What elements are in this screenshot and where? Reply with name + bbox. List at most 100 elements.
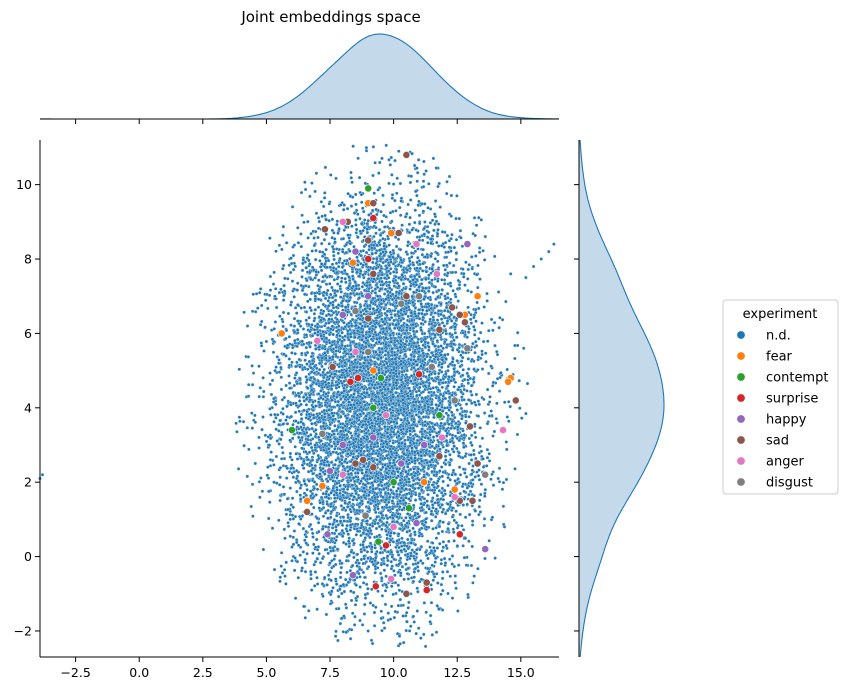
scatter-point-nd (416, 626, 421, 630)
scatter-point-nd (389, 584, 394, 589)
scatter-point-nd (492, 429, 497, 434)
scatter-point-nd (288, 455, 293, 459)
scatter-point-nd (466, 592, 470, 597)
scatter-point-nd (284, 476, 289, 480)
scatter-point-nd (469, 563, 474, 568)
scatter-point-nd (340, 276, 344, 280)
scatter-point-nd (458, 228, 463, 233)
scatter-point-nd (338, 621, 343, 626)
scatter-point-nd (273, 287, 278, 291)
scatter-point-nd (455, 408, 460, 412)
scatter-point-nd (358, 618, 362, 623)
scatter-point-nd (299, 402, 303, 407)
scatter-point-nd (402, 577, 406, 582)
scatter-point-nd (428, 355, 433, 360)
scatter-point-nd (334, 491, 339, 495)
scatter-point-nd (446, 591, 450, 596)
scatter-point-nd (469, 290, 474, 294)
scatter-point-nd (257, 364, 261, 368)
scatter-point-nd (419, 277, 424, 282)
scatter-point-nd (474, 456, 478, 461)
scatter-point-nd (502, 525, 507, 529)
scatter-point-nd (430, 541, 435, 545)
scatter-point-nd (266, 306, 270, 311)
scatter-point-nd (286, 311, 291, 316)
scatter-point-nd (267, 489, 271, 494)
scatter-point-nd (433, 333, 437, 337)
scatter-point-nd (333, 554, 337, 558)
scatter-point-nd (471, 377, 476, 382)
scatter-point-nd (369, 638, 374, 643)
scatter-point-nd (303, 561, 308, 565)
scatter-point-nd (460, 395, 464, 399)
scatter-point-nd (313, 545, 318, 549)
scatter-point-nd (278, 575, 283, 579)
scatter-point-nd (316, 216, 321, 220)
scatter-point-nd (445, 342, 450, 347)
scatter-point-nd (330, 295, 335, 300)
scatter-point-nd (318, 560, 323, 565)
scatter-point-nd (359, 200, 364, 205)
scatter-point-nd (257, 446, 261, 450)
scatter-point-nd (279, 551, 284, 555)
scatter-point-nd (485, 291, 489, 296)
scatter-point-nd (313, 316, 317, 321)
scatter-point-nd (309, 576, 313, 581)
scatter-point-nd (421, 184, 426, 189)
scatter-point-nd (469, 410, 473, 414)
scatter-point-nd (290, 205, 295, 209)
scatter-point-nd (441, 570, 445, 574)
scatter-point-nd (275, 439, 279, 443)
scatter-point-nd (452, 385, 456, 389)
scatter-point-nd (443, 561, 448, 565)
scatter-point-nd (339, 565, 344, 570)
scatter-point-nd (274, 305, 279, 310)
scatter-point-nd (301, 526, 306, 531)
scatter-point-nd (471, 581, 475, 585)
scatter-point-nd (305, 362, 309, 366)
scatter-point-nd (408, 198, 413, 202)
scatter-point-nd (412, 620, 416, 624)
scatter-point-nd (311, 471, 315, 476)
scatter-point-nd (371, 145, 376, 149)
scatter-point-nd (313, 257, 318, 262)
scatter-point-nd (295, 281, 300, 285)
scatter-point-nd (427, 182, 431, 186)
scatter-point-nd (363, 575, 367, 580)
scatter-point-nd (482, 258, 487, 262)
scatter-point-nd (408, 180, 413, 185)
scatter-point-nd (476, 414, 481, 418)
scatter-point-nd (497, 466, 502, 471)
scatter-point-nd (410, 548, 415, 552)
scatter-point-nd (479, 218, 484, 222)
scatter-point-nd (278, 475, 282, 479)
scatter-point-nd (329, 173, 333, 177)
scatter-point-nd (257, 394, 261, 399)
scatter-point-nd (291, 253, 296, 258)
scatter-point-nd (480, 436, 485, 441)
scatter-point-nd (316, 305, 321, 309)
scatter-point-nd (443, 511, 448, 516)
scatter-point-nd (314, 211, 319, 216)
scatter-point-nd (354, 231, 359, 235)
scatter-point-nd (357, 422, 362, 427)
scatter-point-nd (277, 442, 281, 446)
scatter-point-nd (310, 448, 315, 453)
y-kde-fill (579, 140, 664, 657)
scatter-point-nd (422, 159, 426, 164)
scatter-point-nd (300, 288, 305, 293)
scatter-point-nd (364, 250, 369, 255)
scatter-point-nd (313, 559, 318, 564)
scatter-point-nd (431, 578, 436, 582)
scatter-point-nd (316, 330, 320, 334)
scatter-point-nd (398, 642, 402, 646)
scatter-point-nd (462, 555, 467, 560)
scatter-point-nd (388, 210, 393, 215)
scatter-point-nd (258, 386, 263, 390)
scatter-point-nd (429, 237, 433, 241)
scatter-point-nd (302, 220, 306, 225)
scatter-point-nd (442, 556, 447, 561)
scatter-point-nd (372, 610, 377, 615)
scatter-point-nd (438, 469, 442, 473)
scatter-point-nd (497, 389, 502, 393)
